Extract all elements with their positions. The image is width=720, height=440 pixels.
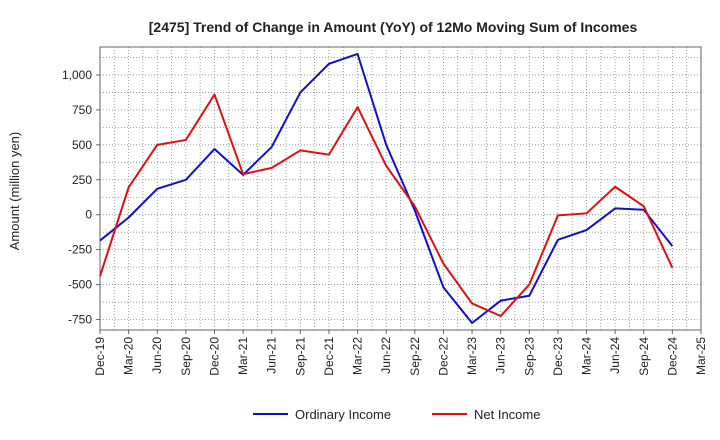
x-tick-label: Jun-20 — [150, 337, 164, 374]
legend-label-ordinary-income: Ordinary Income — [295, 407, 391, 422]
y-axis-ticks: -750 -500 -250 0 250 500 750 1,000 — [62, 68, 100, 327]
chart-title: [2475] Trend of Change in Amount (YoY) o… — [149, 19, 638, 35]
y-tick-label: 500 — [72, 138, 92, 152]
x-tick-label: Mar-24 — [580, 337, 594, 375]
y-tick-label: -250 — [68, 243, 92, 257]
series-line-net-income — [99, 93, 674, 318]
x-tick-label: Mar-22 — [351, 337, 365, 375]
x-tick-label: Mar-20 — [122, 337, 136, 375]
x-tick-label: Dec-24 — [665, 337, 679, 376]
grid — [100, 47, 701, 330]
y-tick-label: 1,000 — [62, 68, 92, 82]
x-tick-label: Dec-19 — [93, 337, 107, 376]
x-tick-label: Sep-22 — [408, 337, 422, 376]
x-tick-label: Jun-23 — [494, 337, 508, 374]
x-tick-label: Sep-24 — [637, 337, 651, 376]
x-tick-label: Jun-22 — [379, 337, 393, 374]
x-tick-label: Sep-21 — [293, 337, 307, 376]
y-tick-label: 250 — [72, 173, 92, 187]
y-axis-label: Amount (million yen) — [7, 132, 22, 251]
x-tick-label: Sep-23 — [522, 337, 536, 376]
x-tick-label: Mar-21 — [236, 337, 250, 375]
y-tick-label: 750 — [72, 103, 92, 117]
x-tick-label: Dec-21 — [322, 337, 336, 376]
y-tick-label: -750 — [68, 313, 92, 327]
x-tick-label: Dec-23 — [551, 337, 565, 376]
x-tick-label: Mar-25 — [694, 337, 708, 375]
y-tick-label: 0 — [85, 208, 92, 222]
plot-area — [99, 46, 702, 331]
x-tick-label: Jun-21 — [265, 337, 279, 374]
legend-label-net-income: Net Income — [474, 407, 540, 422]
series-lines — [99, 52, 674, 325]
x-tick-label: Dec-22 — [436, 337, 450, 376]
series-line-ordinary-income — [99, 52, 674, 325]
x-tick-label: Jun-24 — [608, 337, 622, 374]
x-tick-label: Sep-20 — [179, 337, 193, 376]
y-tick-label: -500 — [68, 278, 92, 292]
x-axis-ticks: Dec-19 Mar-20 Jun-20 Sep-20 Dec-20 Mar-21 Jun-… — [93, 330, 708, 376]
legend: Ordinary Income Net Income — [253, 407, 540, 422]
x-tick-label: Dec-20 — [207, 337, 221, 376]
x-tick-label: Mar-23 — [465, 337, 479, 375]
